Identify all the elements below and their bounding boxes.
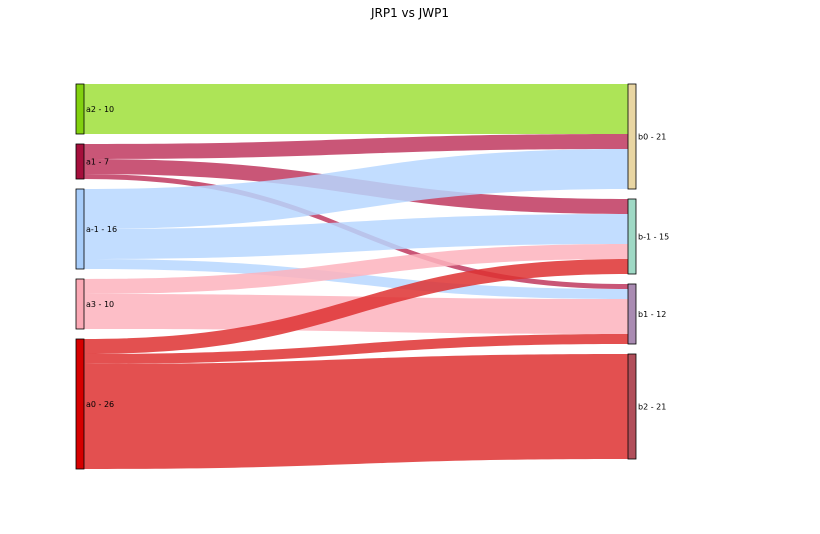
- node-b-1: [627, 198, 637, 275]
- node-label-b0: b0 - 21: [638, 133, 666, 142]
- node-label-b1: b1 - 12: [638, 310, 666, 319]
- chart-title: JRP1 vs JWP1: [370, 6, 449, 20]
- link-a-1-to-b1: [84, 259, 628, 299]
- link-a0-to-b1: [84, 334, 628, 364]
- node-label-a-1: a-1 - 16: [86, 225, 117, 234]
- node-label-a3: a3 - 10: [86, 300, 114, 309]
- node-label-a2: a2 - 10: [86, 105, 114, 114]
- link-a-1-to-b-1: [84, 214, 628, 259]
- node-b0: [627, 83, 637, 190]
- flow-links: [84, 84, 628, 469]
- link-a2-to-b0: [84, 84, 628, 134]
- node-label-b-1: b-1 - 15: [638, 233, 669, 242]
- node-b1: [627, 283, 637, 345]
- node-a0: [75, 338, 85, 470]
- node-label-b2: b2 - 21: [638, 403, 666, 412]
- node-a-1: [75, 188, 85, 270]
- sankey-nodes: a2 - 10 a1 - 7 a-1 - 16 a3 - 10 a0 - 26 b0 - …: [75, 83, 669, 470]
- link-a0-to-b-1: [84, 259, 628, 354]
- node-label-a0: a0 - 26: [86, 400, 114, 409]
- node-b2: [627, 353, 637, 460]
- node-label-a1: a1 - 7: [86, 158, 109, 167]
- link-a3-to-b-1: [84, 244, 628, 294]
- link-a-1-to-b0: [84, 149, 628, 229]
- node-a1: [75, 143, 85, 180]
- node-a2: [75, 83, 85, 135]
- node-a3: [75, 278, 85, 330]
- link-a0-to-b2: [84, 354, 628, 469]
- link-a1-to-b0: [84, 134, 628, 159]
